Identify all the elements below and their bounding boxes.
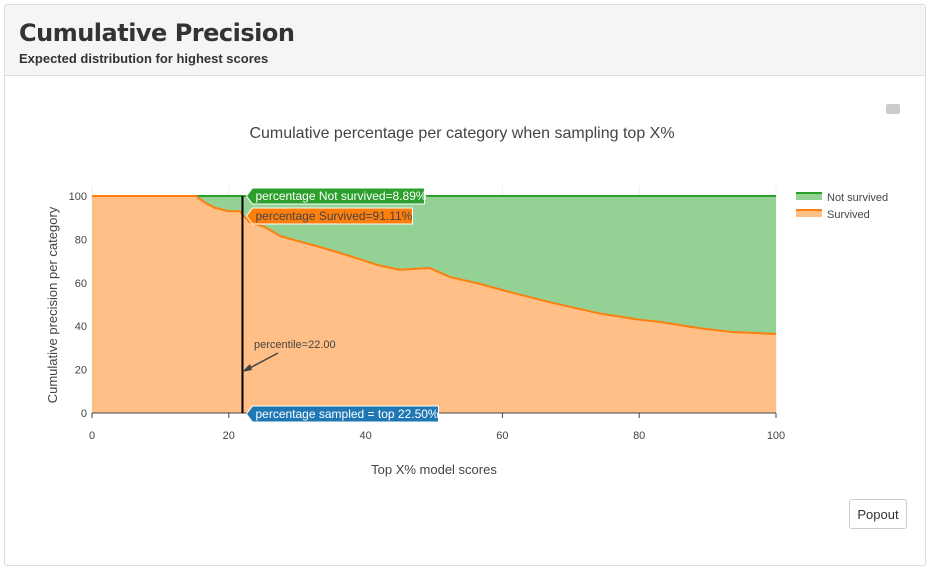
y-axis-label: Cumulative precision per category	[45, 206, 60, 403]
popout-button[interactable]: Popout	[849, 499, 907, 529]
y-tick-label: 40	[75, 321, 87, 333]
legend-swatch[interactable]	[796, 193, 822, 200]
legend-label[interactable]: Not survived	[827, 192, 888, 204]
hover-label-sampled-text: percentage sampled = top 22.50%	[255, 407, 438, 421]
x-axis-label: Top X% model scores	[371, 462, 497, 477]
chart-title: Cumulative percentage per category when …	[249, 125, 674, 142]
hover-label-survived-text: percentage Survived=91.11%	[255, 209, 412, 223]
area-not-survived	[92, 196, 776, 335]
arrow-head	[242, 364, 252, 372]
panel-header: Cumulative Precision Expected distributi…	[5, 5, 925, 76]
hover-label-survived	[245, 207, 413, 225]
hover-label-sampled	[245, 405, 439, 423]
x-tick-label: 80	[633, 430, 645, 442]
y-tick-label: 0	[81, 408, 87, 420]
y-tick-label: 60	[75, 278, 87, 290]
line-survived	[92, 195, 777, 336]
x-tick-label: 0	[89, 430, 95, 442]
x-tick-label: 60	[496, 430, 508, 442]
hover-label-not-survived-text: percentage Not survived=8.89%	[255, 189, 426, 203]
percentile-annotation: percentile=22.00	[254, 339, 336, 351]
y-tick-label: 100	[69, 191, 87, 203]
y-tick-label: 20	[75, 365, 87, 377]
annotation-arrow	[245, 352, 279, 371]
chart: Cumulative percentage per category when …	[45, 125, 888, 477]
panel-title: Cumulative Precision	[19, 19, 295, 47]
y-tick-label: 80	[75, 234, 87, 246]
legend-swatch[interactable]	[796, 210, 822, 217]
legend-label[interactable]: Survived	[827, 209, 870, 221]
camera-icon[interactable]	[886, 104, 900, 114]
x-tick-label: 20	[223, 430, 235, 442]
panel: Cumulative Precision Expected distributi…	[4, 4, 926, 566]
x-tick-label: 100	[767, 430, 785, 442]
hover-label-not-survived	[245, 187, 425, 205]
x-tick-label: 40	[359, 430, 371, 442]
panel-subtitle: Expected distribution for highest scores	[19, 51, 269, 66]
area-survived	[92, 196, 776, 413]
